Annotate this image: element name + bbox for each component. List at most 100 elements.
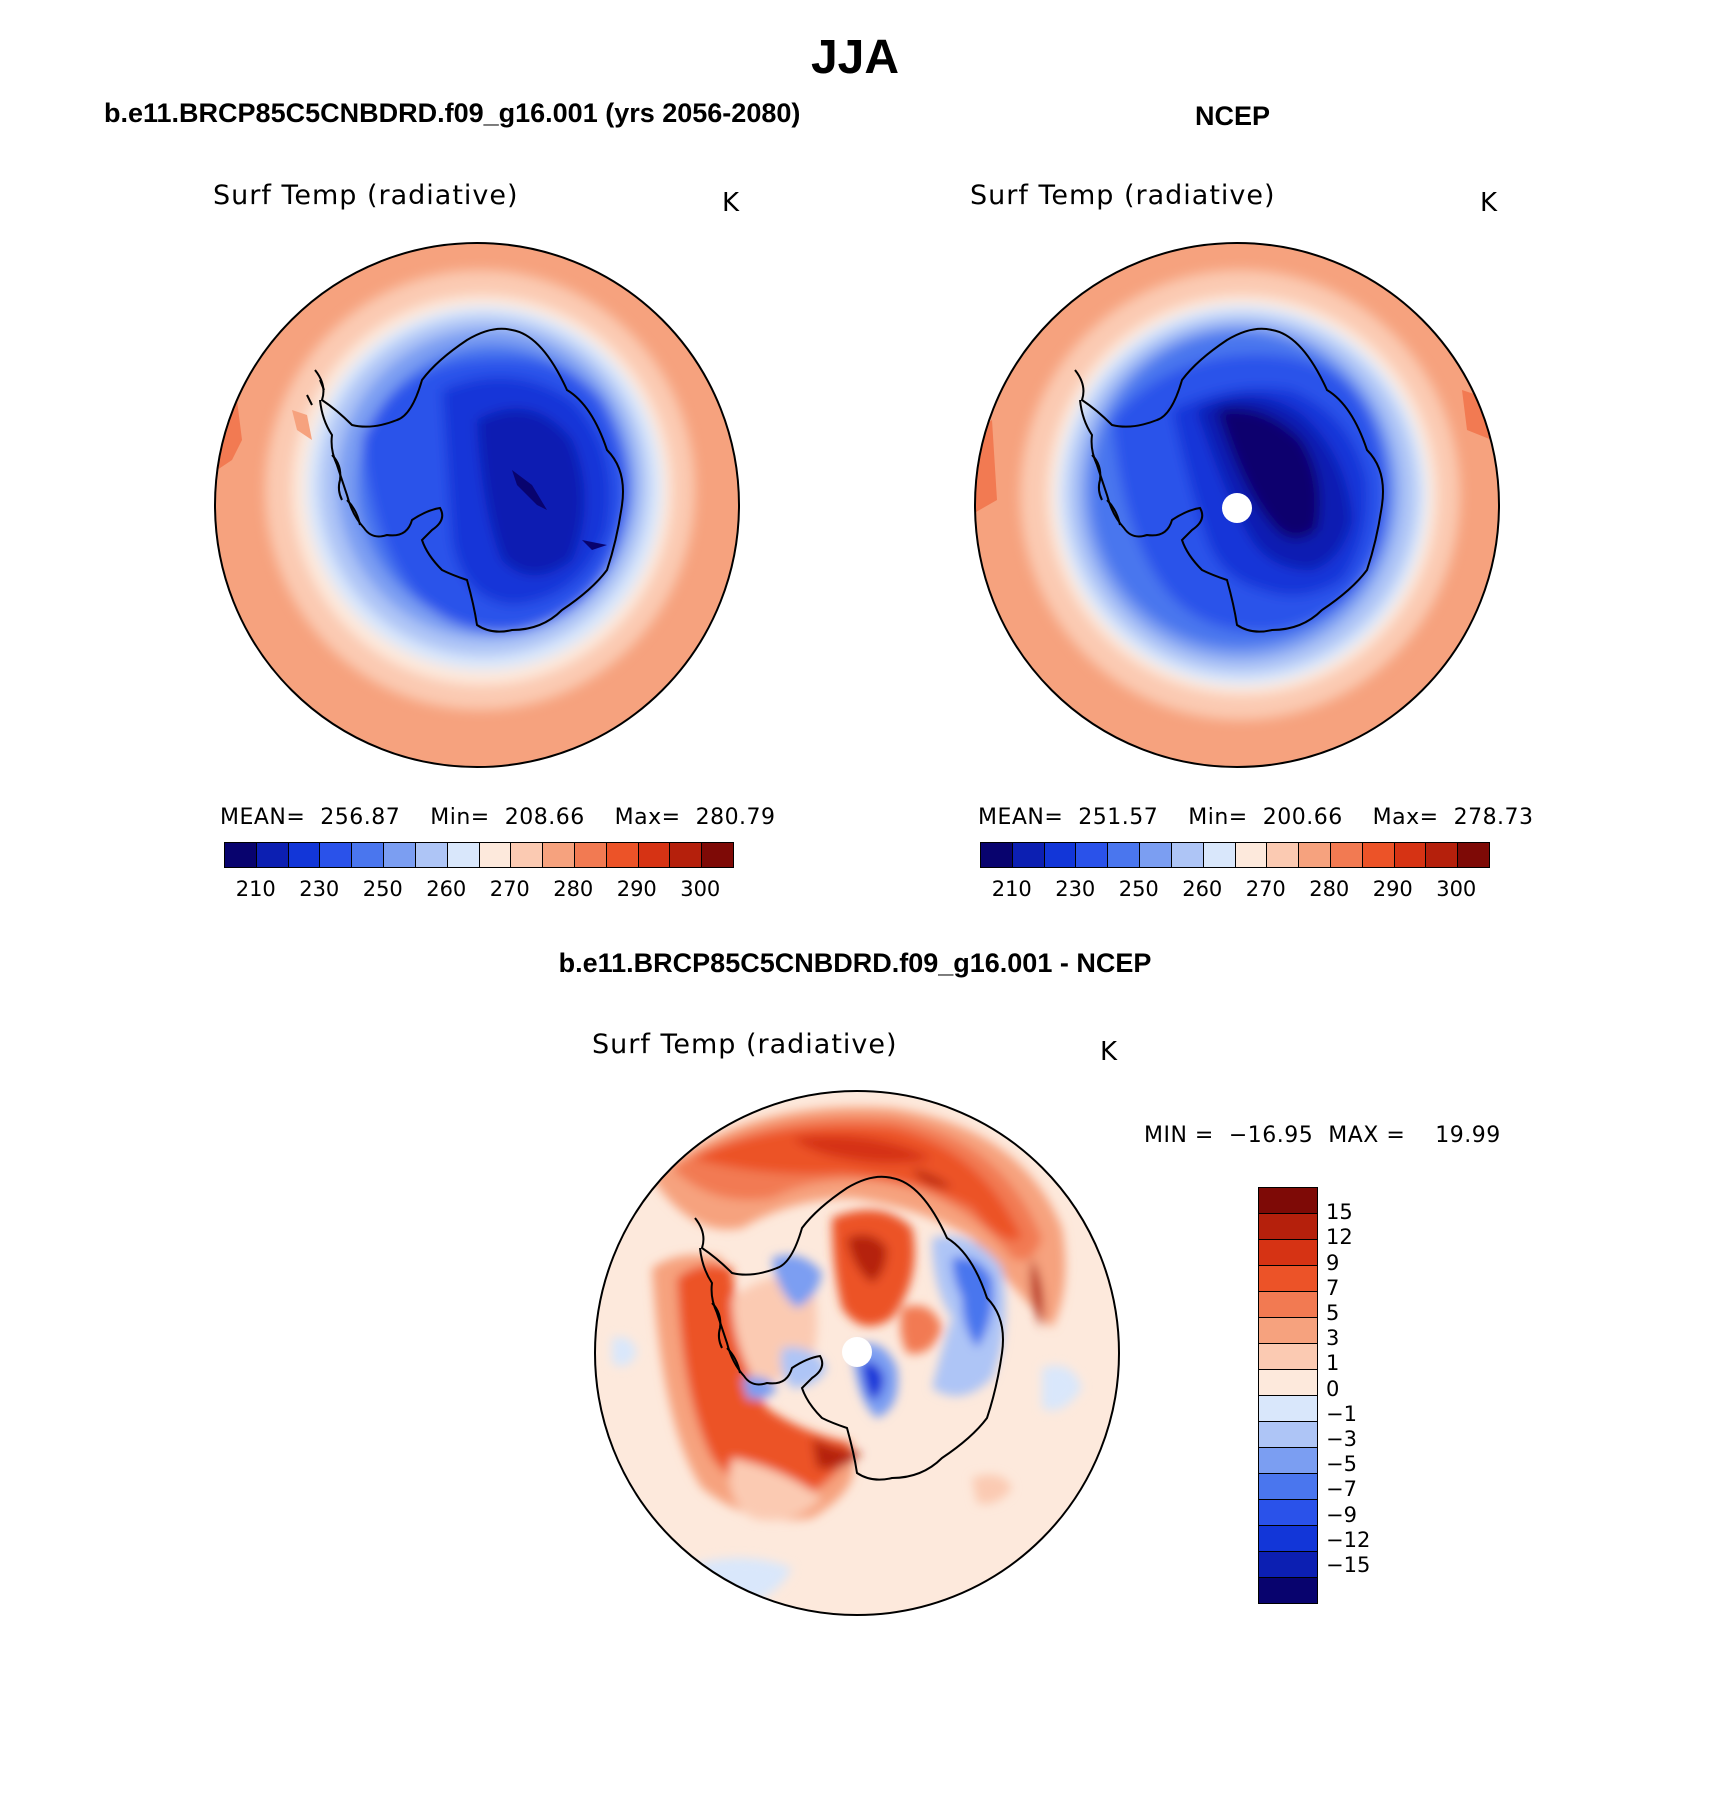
colorbar-tick-label: 260	[426, 877, 467, 901]
colorbar-box	[1394, 843, 1427, 867]
colorbar-tick-label: −1	[1326, 1401, 1357, 1426]
colorbar-tick-label: 260	[1182, 877, 1223, 901]
colorbar-box	[1259, 1422, 1317, 1448]
colorbar-box	[1259, 1344, 1317, 1370]
colorbar-box	[384, 843, 416, 867]
colorbar-box	[638, 843, 671, 867]
panel2-map	[974, 242, 1500, 768]
panel2-stats: MEAN= 251.57 Min= 200.66 Max= 278.73	[978, 805, 1534, 830]
panel1-title: b.e11.BRCP85C5CNBDRD.f09_g16.001 (yrs 20…	[104, 98, 801, 128]
panel2-title: NCEP	[1195, 101, 1271, 131]
colorbar-tick-label: 280	[1309, 877, 1350, 901]
colorbar-box	[352, 843, 385, 867]
panel1-stats: MEAN= 256.87 Min= 208.66 Max= 280.79	[220, 805, 776, 830]
colorbar-box	[1362, 843, 1395, 867]
colorbar-box	[1076, 843, 1109, 867]
panel3-variable: Surf Temp (radiative)	[592, 1029, 898, 1060]
colorbar-box	[1426, 843, 1459, 867]
colorbar-box	[1259, 1318, 1317, 1344]
panel2-colorbar	[980, 842, 1490, 868]
colorbar-box	[1259, 1578, 1317, 1603]
panel3-colorbar	[1258, 1187, 1318, 1604]
colorbar-tick-label: 230	[1055, 877, 1096, 901]
colorbar-box	[1235, 843, 1268, 867]
figure-title: JJA	[810, 31, 900, 84]
panel3-colorbar-labels: 15 12 9 7 5 3 1 0 −1 −3 −5 −7 −9 −12 −15	[1326, 1187, 1406, 1591]
colorbar-box	[1267, 843, 1300, 867]
colorbar-box	[702, 843, 733, 867]
colorbar-tick-label: 3	[1326, 1326, 1340, 1351]
colorbar-box	[1259, 1396, 1317, 1422]
colorbar-box	[479, 843, 512, 867]
colorbar-tick-label: 290	[616, 877, 657, 901]
colorbar-tick-label: −12	[1326, 1527, 1371, 1552]
panel2-colorbar-labels: 210 230 250 260 270 280 290 300	[980, 877, 1488, 903]
colorbar-tick-label: −3	[1326, 1427, 1357, 1451]
panel3-units: K	[1100, 1037, 1118, 1067]
panel3-stats: MIN = −16.95 MAX = 19.99	[1144, 1123, 1501, 1148]
colorbar-box	[1012, 843, 1045, 867]
colorbar-box	[1259, 1292, 1317, 1318]
colorbar-box	[1299, 843, 1331, 867]
colorbar-tick-label: 280	[553, 877, 594, 901]
colorbar-tick-label: 12	[1326, 1225, 1353, 1250]
colorbar-tick-label: 1	[1326, 1351, 1340, 1376]
colorbar-box	[1259, 1214, 1317, 1240]
panel3-map	[594, 1090, 1120, 1616]
colorbar-box	[1259, 1370, 1317, 1396]
colorbar-tick-label: 250	[362, 877, 403, 901]
colorbar-tick-label: 210	[235, 877, 276, 901]
colorbar-box	[606, 843, 639, 867]
colorbar-box	[1259, 1500, 1317, 1526]
colorbar-box	[288, 843, 321, 867]
colorbar-box	[1330, 843, 1363, 867]
colorbar-tick-label: 0	[1326, 1376, 1340, 1401]
colorbar-box	[1044, 843, 1077, 867]
panel2-variable: Surf Temp (radiative)	[970, 180, 1276, 211]
panel1-colorbar	[224, 842, 734, 868]
panel2-units: K	[1480, 188, 1498, 218]
colorbar-tick-label: 9	[1326, 1250, 1340, 1275]
colorbar-tick-label: 300	[1436, 877, 1477, 901]
panel1-map	[214, 242, 740, 768]
colorbar-tick-label: 270	[489, 877, 530, 901]
colorbar-box	[256, 843, 289, 867]
colorbar-tick-label: 250	[1118, 877, 1159, 901]
colorbar-tick-label: 15	[1326, 1200, 1353, 1225]
colorbar-box	[1259, 1552, 1317, 1578]
colorbar-tick-label: 5	[1326, 1301, 1340, 1325]
colorbar-box	[415, 843, 448, 867]
colorbar-box	[1108, 843, 1141, 867]
colorbar-tick-label: 230	[299, 877, 340, 901]
colorbar-box	[1259, 1526, 1317, 1552]
panel1-variable: Surf Temp (radiative)	[213, 180, 519, 211]
colorbar-box	[447, 843, 480, 867]
colorbar-box	[1140, 843, 1172, 867]
colorbar-tick-label: −15	[1326, 1553, 1371, 1577]
colorbar-box	[1171, 843, 1204, 867]
colorbar-box	[543, 843, 575, 867]
colorbar-box	[1259, 1448, 1317, 1474]
colorbar-box	[320, 843, 353, 867]
colorbar-box	[1259, 1474, 1317, 1500]
colorbar-box	[574, 843, 607, 867]
colorbar-box	[225, 843, 257, 867]
colorbar-tick-label: 300	[680, 877, 721, 901]
colorbar-tick-label: −7	[1326, 1477, 1357, 1502]
panel1-units: K	[722, 188, 740, 218]
panel3-title: b.e11.BRCP85C5CNBDRD.f09_g16.001 - NCEP	[558, 948, 1152, 978]
colorbar-box	[1259, 1188, 1317, 1214]
colorbar-tick-label: 210	[991, 877, 1032, 901]
colorbar-box	[1203, 843, 1236, 867]
colorbar-box	[981, 843, 1013, 867]
colorbar-box	[1259, 1266, 1317, 1292]
colorbar-tick-label: 290	[1372, 877, 1413, 901]
colorbar-tick-label: 7	[1326, 1275, 1340, 1300]
colorbar-box	[1259, 1240, 1317, 1266]
colorbar-tick-label: 270	[1245, 877, 1286, 901]
colorbar-tick-label: −9	[1326, 1502, 1357, 1527]
colorbar-box	[670, 843, 703, 867]
colorbar-box	[511, 843, 544, 867]
colorbar-box	[1458, 843, 1489, 867]
colorbar-tick-label: −5	[1326, 1452, 1357, 1477]
